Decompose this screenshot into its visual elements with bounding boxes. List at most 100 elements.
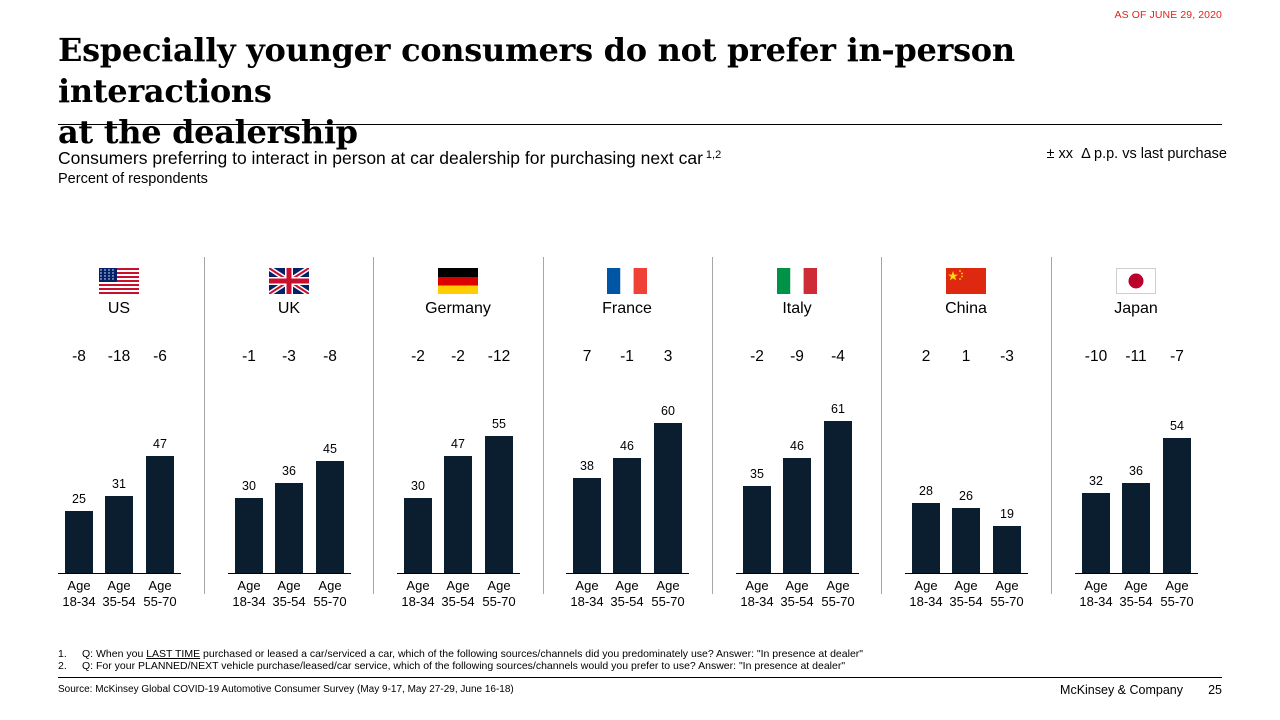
delta-value: -10 [1084, 348, 1108, 365]
category-label: Age 18-34 [904, 578, 948, 610]
delta-value: -2 [750, 348, 764, 365]
bar [824, 420, 852, 573]
delta-value: -1 [242, 348, 256, 365]
subtitle-footnote-ref: 1,2 [705, 149, 722, 161]
category-label: Age 55-70 [138, 578, 182, 610]
bar-value-label: 31 [112, 476, 126, 491]
delta-value: 2 [921, 348, 931, 365]
panel-divider [373, 257, 374, 594]
panel-divider [712, 257, 713, 594]
category-label-line-1: Age [67, 578, 91, 593]
category-label-line-2: 55-70 [990, 594, 1024, 609]
bar-value-label: 36 [282, 464, 296, 478]
footnote-2-number: 2. [58, 660, 67, 672]
country-label: Germany [425, 300, 491, 317]
delta-value: -4 [831, 348, 845, 365]
delta-value: -8 [72, 348, 86, 365]
category-label-line-1: Age [107, 578, 131, 593]
country-panel-germany: Germany -2 30 Age 18-34 -2 47 Age 35-54 -12 55 Age 5… [397, 260, 520, 620]
category-label: Age 35-54 [944, 578, 988, 610]
bar [613, 458, 641, 573]
bar-value-label: 38 [580, 459, 594, 473]
bar-value-label: 47 [451, 436, 465, 451]
category-label-line-1: Age [406, 578, 430, 593]
category-label-line-2: 18-34 [740, 594, 774, 609]
axis-baseline [1075, 573, 1198, 574]
delta-value: -18 [107, 348, 131, 365]
category-label-line-2: 55-70 [651, 594, 685, 609]
delta-value: -12 [487, 348, 511, 365]
category-label: Age 35-54 [1114, 578, 1158, 610]
delta-value: -11 [1125, 348, 1147, 365]
footnote-1-text-pre: Q: When you [82, 648, 147, 660]
category-label-line-1: Age [1165, 578, 1189, 593]
country-label: Italy [782, 300, 812, 317]
category-label-line-2: 35-54 [610, 594, 644, 609]
category-label-line-2: 18-34 [1079, 594, 1113, 609]
bar [912, 503, 940, 573]
uk-flag-icon [269, 268, 309, 294]
bar [743, 485, 771, 573]
chart-subtitle: Consumers preferring to interact in pers… [58, 148, 721, 169]
page-number: 25 [1208, 683, 1222, 697]
category-label-line-2: 35-54 [949, 594, 983, 609]
category-label-line-1: Age [237, 578, 261, 593]
category-label: Age 35-54 [605, 578, 649, 610]
delta-value: 3 [663, 348, 673, 365]
country-panel-italy: Italy -2 35 Age 18-34 -9 46 Age 35-54 -4 61 Age 55-7… [736, 260, 859, 620]
bar [275, 483, 303, 573]
chart-subtitle-text: Consumers preferring to interact in pers… [58, 148, 703, 168]
footer-divider [58, 677, 1222, 678]
china-flag-icon [946, 268, 986, 294]
bar [105, 495, 133, 573]
category-label: Age 55-70 [1155, 578, 1199, 610]
category-label-line-1: Age [318, 578, 342, 593]
bar [993, 525, 1021, 573]
category-label-line-2: 55-70 [821, 594, 855, 609]
category-label-line-1: Age [785, 578, 809, 593]
delta-value: -8 [323, 348, 337, 365]
bar [316, 460, 344, 573]
category-label-line-2: 18-34 [232, 594, 266, 609]
country-panel-france: France 7 38 Age 18-34 -1 46 Age 35-54 3 60 Age 55-70 [566, 260, 689, 620]
delta-value: -3 [282, 348, 296, 365]
country-panel-japan: Japan -10 32 Age 18-34 -11 36 Age 35-54 -7 54 Age 55… [1075, 260, 1198, 620]
bar-value-label: 46 [790, 439, 804, 453]
germany-flag-icon [438, 268, 478, 294]
category-label-line-1: Age [656, 578, 680, 593]
country-panel-uk: UK -1 30 Age 18-34 -3 36 Age 35-54 -8 45 Age 55-70 [228, 260, 351, 620]
delta-value: -2 [451, 348, 465, 365]
as-of-date: AS OF JUNE 29, 2020 [1114, 9, 1222, 21]
category-label-line-2: 18-34 [401, 594, 435, 609]
bar-value-label: 47 [153, 436, 167, 451]
category-label-line-2: 35-54 [780, 594, 814, 609]
category-label: Age 18-34 [57, 578, 101, 610]
bar-value-label: 45 [323, 441, 337, 456]
category-label: Age 18-34 [1074, 578, 1118, 610]
category-label-line-1: Age [826, 578, 850, 593]
panel-divider [881, 257, 882, 594]
bar-value-label: 19 [1000, 506, 1014, 521]
axis-baseline [228, 573, 351, 574]
country-label: US [107, 300, 131, 317]
category-label-line-2: 18-34 [909, 594, 943, 609]
axis-baseline [58, 573, 181, 574]
delta-value: 1 [961, 348, 971, 365]
country-label: China [945, 300, 987, 317]
category-label: Age 18-34 [735, 578, 779, 610]
country-label: UK [277, 300, 301, 317]
delta-value: -9 [790, 348, 804, 365]
country-panel-us: US -8 25 Age 18-34 -18 31 Age 35-54 -6 47 Age 55-70 [58, 260, 181, 620]
footnote-2: 2. Q: For your PLANNED/NEXT vehicle purch… [58, 660, 845, 672]
category-label-line-1: Age [1124, 578, 1148, 593]
delta-legend: ± xx Δ p.p. vs last purchase [1046, 146, 1227, 162]
category-label-line-1: Age [277, 578, 301, 593]
category-label-line-2: 55-70 [482, 594, 516, 609]
delta-value: -6 [153, 348, 167, 365]
category-label-line-2: 35-54 [272, 594, 306, 609]
axis-baseline [397, 573, 520, 574]
category-label-line-1: Age [995, 578, 1019, 593]
category-label-line-2: 35-54 [441, 594, 475, 609]
category-label: Age 35-54 [436, 578, 480, 610]
italy-flag-icon [777, 268, 817, 294]
